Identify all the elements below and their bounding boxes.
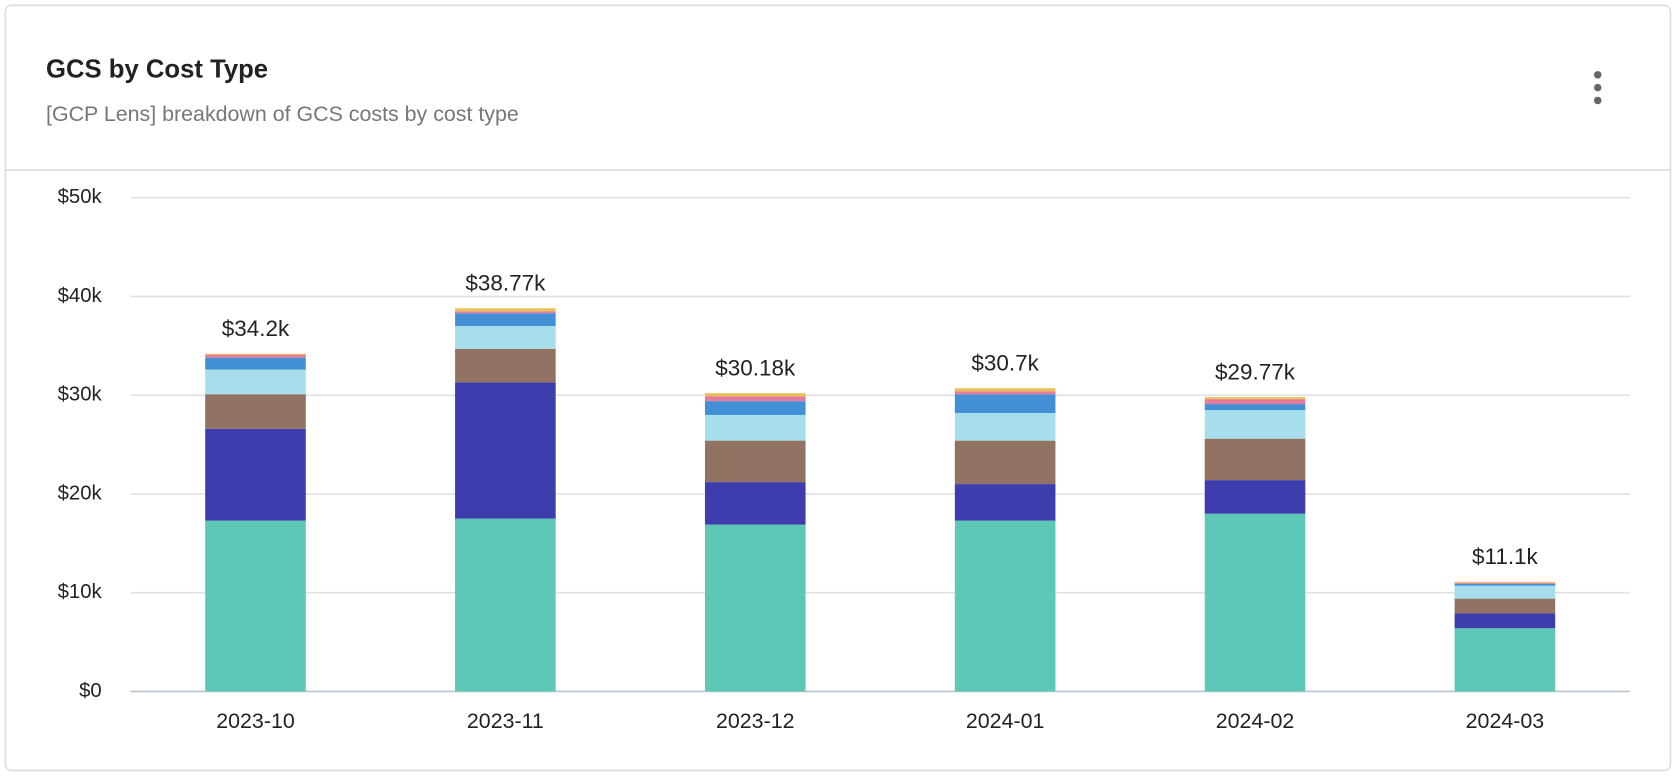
bar-segment — [954, 484, 1056, 521]
card-title: GCS by Cost Type — [46, 55, 268, 83]
bar-segment — [954, 520, 1056, 692]
bar-segment — [704, 414, 806, 441]
x-tick-label: 2023-10 — [216, 709, 295, 733]
bar-segment — [1454, 598, 1556, 614]
bar-segment — [1204, 399, 1306, 405]
bar-segment — [1204, 513, 1306, 692]
bar-segment — [1454, 585, 1556, 599]
bar-segment — [205, 354, 306, 358]
x-tick-label: 2024-02 — [1216, 709, 1295, 733]
x-tick-label: 2023-12 — [716, 709, 795, 733]
total-label: $38.77k — [465, 271, 546, 296]
total-label: $30.18k — [715, 356, 796, 381]
bar-segment — [455, 308, 556, 312]
bar-segment — [455, 382, 556, 519]
bar-segment — [205, 428, 306, 521]
bar-segment — [954, 394, 1056, 413]
bar-segment — [704, 440, 806, 483]
bar-segment — [1204, 397, 1306, 400]
bar-segment — [704, 524, 806, 692]
bar-segment — [954, 391, 1056, 395]
bar-segment — [455, 348, 556, 383]
bar-segment — [1204, 404, 1306, 411]
bar-segment — [1204, 480, 1306, 514]
menu-dot — [1593, 96, 1602, 105]
card-subtitle: [GCP Lens] breakdown of GCS costs by cos… — [46, 102, 519, 126]
bar-segment — [205, 394, 306, 429]
y-tick-label: $40k — [58, 285, 103, 307]
x-tick-label: 2023-11 — [467, 709, 544, 733]
y-tick-label: $20k — [58, 482, 103, 504]
bar-segment — [455, 326, 556, 349]
bar-segment — [455, 518, 556, 692]
x-tick-label: 2024-03 — [1466, 709, 1545, 733]
x-tick-label: 2024-01 — [966, 709, 1045, 733]
bar-segment — [1204, 410, 1306, 439]
bar-segment — [205, 353, 306, 355]
bar-segment — [205, 520, 306, 692]
y-tick-label: $30k — [58, 384, 103, 406]
bar-segment — [1454, 628, 1556, 692]
menu-dot — [1593, 71, 1602, 79]
bar-segment — [704, 482, 806, 525]
bar-segment — [1454, 583, 1556, 586]
menu-dot — [1593, 83, 1602, 92]
bar-segment — [954, 440, 1056, 485]
menu-button[interactable] — [1593, 71, 1602, 105]
total-label: $11.1k — [1472, 544, 1539, 569]
bar-segment — [1454, 581, 1556, 583]
bar-segment — [704, 396, 806, 402]
bar-segment — [205, 357, 306, 370]
bar-segment — [1454, 613, 1556, 629]
bar-segment — [455, 313, 556, 327]
total-label: $29.77k — [1215, 360, 1296, 385]
bar-segment — [455, 311, 556, 314]
bar-segment — [954, 388, 1056, 392]
bar-segment — [704, 393, 806, 397]
bar-segment — [205, 369, 306, 395]
y-tick-label: $0 — [79, 680, 102, 702]
bar-segment — [704, 401, 806, 415]
y-tick-label: $50k — [58, 186, 103, 208]
total-label: $30.7k — [971, 351, 1039, 376]
bar-segment — [954, 412, 1056, 441]
bar-segment — [1204, 438, 1306, 481]
y-tick-label: $10k — [58, 581, 103, 603]
total-label: $34.2k — [222, 316, 290, 341]
bar-segment — [1454, 582, 1556, 584]
